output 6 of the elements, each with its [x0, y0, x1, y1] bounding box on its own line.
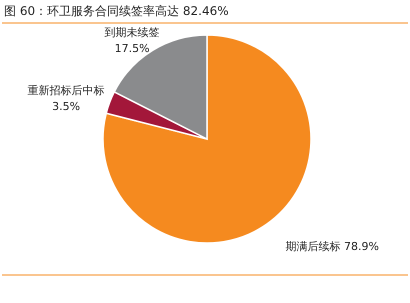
- slice-label: 重新招标后中标: [28, 84, 105, 98]
- slice-label: 到期未续签: [104, 26, 160, 40]
- slice-label: 期满后续标 78.9%: [286, 240, 379, 254]
- chart-title: 图 60：环卫服务合同续签率高达 82.46%: [4, 4, 229, 18]
- data-label: 3.5%: [52, 100, 80, 114]
- data-label: 17.5%: [114, 42, 150, 56]
